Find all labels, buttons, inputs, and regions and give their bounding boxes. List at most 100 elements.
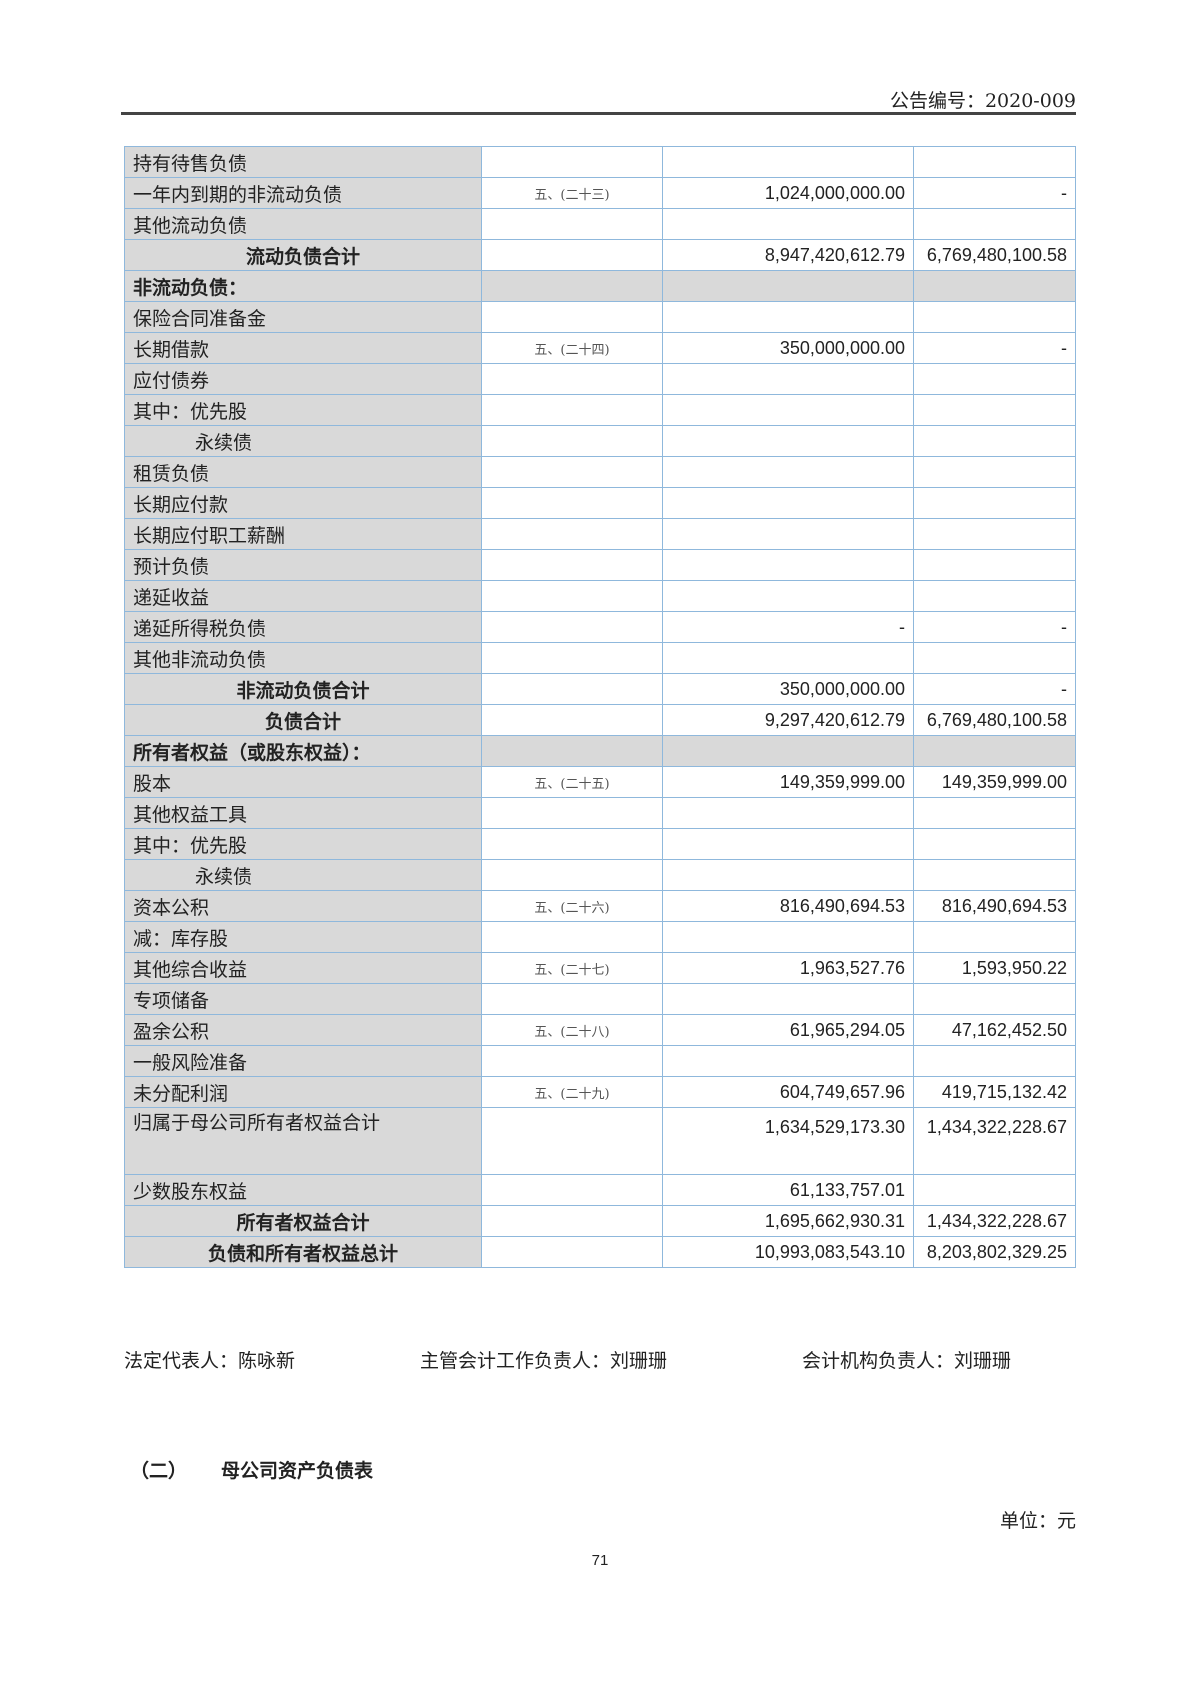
prior-period-value [913, 270, 1076, 302]
prior-period-value: 8,203,802,329.25 [913, 1236, 1076, 1268]
note-ref [481, 921, 663, 953]
note-ref [481, 983, 663, 1015]
current-period-value: 1,634,529,173.30 [662, 1107, 914, 1175]
section-name: 母公司资产负债表 [221, 1460, 374, 1482]
table-row: 其他流动负债 [124, 208, 1076, 240]
current-period-value: 350,000,000.00 [662, 673, 914, 705]
current-period-value: 350,000,000.00 [662, 332, 914, 364]
current-period-value: 816,490,694.53 [662, 890, 914, 922]
prior-period-value: 1,434,322,228.67 [913, 1107, 1076, 1175]
table-row: 未分配利润 五、(二十九) 604,749,657.96 419,715,132.42 [124, 1076, 1076, 1108]
table-row: 归属于母公司所有者权益合计 1,634,529,173.30 1,434,322,2… [124, 1107, 1076, 1175]
row-label: 其他非流动负债 [124, 642, 482, 674]
current-period-value [662, 270, 914, 302]
note-ref: 五、(二十八) [481, 1014, 663, 1046]
prior-period-value: 419,715,132.42 [913, 1076, 1076, 1108]
current-period-value [662, 1045, 914, 1077]
table-row: 永续债 [124, 859, 1076, 891]
legal-representative: 法定代表人：陈咏新 [124, 1350, 296, 1372]
row-label: 负债和所有者权益总计 [124, 1236, 482, 1268]
table-row: 非流动负债： [124, 270, 1076, 302]
table-row: 租赁负债 [124, 456, 1076, 488]
note-ref [481, 704, 663, 736]
row-label: 持有待售负债 [124, 146, 482, 178]
note-ref [481, 518, 663, 550]
row-label: 长期应付款 [124, 487, 482, 519]
current-period-value [662, 735, 914, 767]
note-ref [481, 735, 663, 767]
row-label: 负债合计 [124, 704, 482, 736]
table-row: 其中：优先股 [124, 828, 1076, 860]
row-label: 减：库存股 [124, 921, 482, 953]
row-label: 长期借款 [124, 332, 482, 364]
row-label: 永续债 [124, 425, 482, 457]
table-row: 所有者权益（或股东权益）： [124, 735, 1076, 767]
row-label: 递延收益 [124, 580, 482, 612]
table-row: 预计负债 [124, 549, 1076, 581]
prior-period-value [913, 425, 1076, 457]
current-period-value: 8,947,420,612.79 [662, 239, 914, 271]
current-period-value [662, 301, 914, 333]
prior-period-value: - [913, 673, 1076, 705]
row-label: 永续债 [124, 859, 482, 891]
row-label: 一般风险准备 [124, 1045, 482, 1077]
note-ref [481, 301, 663, 333]
row-label: 盈余公积 [124, 1014, 482, 1046]
note-ref [481, 363, 663, 395]
prior-period-value [913, 921, 1076, 953]
note-ref [481, 828, 663, 860]
row-label: 租赁负债 [124, 456, 482, 488]
note-ref [481, 208, 663, 240]
prior-period-value: 816,490,694.53 [913, 890, 1076, 922]
table-row: 长期借款 五、(二十四) 350,000,000.00- [124, 332, 1076, 364]
prior-period-value [913, 363, 1076, 395]
header-rule [121, 112, 1076, 115]
prior-period-value [913, 859, 1076, 891]
row-label: 未分配利润 [124, 1076, 482, 1108]
note-ref: 五、(二十三) [481, 177, 663, 209]
table-row: 递延收益 [124, 580, 1076, 612]
note-ref [481, 425, 663, 457]
prior-period-value [913, 549, 1076, 581]
accounting-dept-head: 会计机构负责人：刘珊珊 [802, 1350, 1012, 1372]
current-period-value [662, 983, 914, 1015]
current-period-value: 9,297,420,612.79 [662, 704, 914, 736]
note-ref [481, 456, 663, 488]
table-row: 负债和所有者权益总计 10,993,083,543.10 8,203,802,329… [124, 1236, 1076, 1268]
table-row: 盈余公积 五、(二十八) 61,965,294.05 47,162,452.50 [124, 1014, 1076, 1046]
current-period-value: - [662, 611, 914, 643]
prior-period-value [913, 828, 1076, 860]
note-ref [481, 146, 663, 178]
current-period-value [662, 518, 914, 550]
row-label: 非流动负债： [124, 270, 482, 302]
prior-period-value: 1,434,322,228.67 [913, 1205, 1076, 1237]
note-ref [481, 1205, 663, 1237]
prior-period-value: 47,162,452.50 [913, 1014, 1076, 1046]
current-period-value [662, 580, 914, 612]
note-ref [481, 1174, 663, 1206]
prior-period-value [913, 642, 1076, 674]
row-label: 股本 [124, 766, 482, 798]
table-row: 其中：优先股 [124, 394, 1076, 426]
row-label: 其他权益工具 [124, 797, 482, 829]
table-row: 负债合计 9,297,420,612.79 6,769,480,100.58 [124, 704, 1076, 736]
note-ref: 五、(二十六) [481, 890, 663, 922]
row-label: 其中：优先股 [124, 394, 482, 426]
row-label: 其他流动负债 [124, 208, 482, 240]
table-row: 长期应付款 [124, 487, 1076, 519]
table-row: 所有者权益合计 1,695,662,930.31 1,434,322,228.67 [124, 1205, 1076, 1237]
note-ref [481, 239, 663, 271]
prior-period-value: 149,359,999.00 [913, 766, 1076, 798]
note-ref [481, 580, 663, 612]
note-ref [481, 611, 663, 643]
prior-period-value [913, 394, 1076, 426]
current-period-value [662, 394, 914, 426]
current-period-value: 1,024,000,000.00 [662, 177, 914, 209]
table-row: 流动负债合计 8,947,420,612.79 6,769,480,100.58 [124, 239, 1076, 271]
row-label: 所有者权益（或股东权益）： [124, 735, 482, 767]
note-ref [481, 549, 663, 581]
row-label: 归属于母公司所有者权益合计 [124, 1107, 482, 1175]
section-title: （二） 母公司资产负债表 [130, 1456, 407, 1483]
current-period-value: 61,965,294.05 [662, 1014, 914, 1046]
